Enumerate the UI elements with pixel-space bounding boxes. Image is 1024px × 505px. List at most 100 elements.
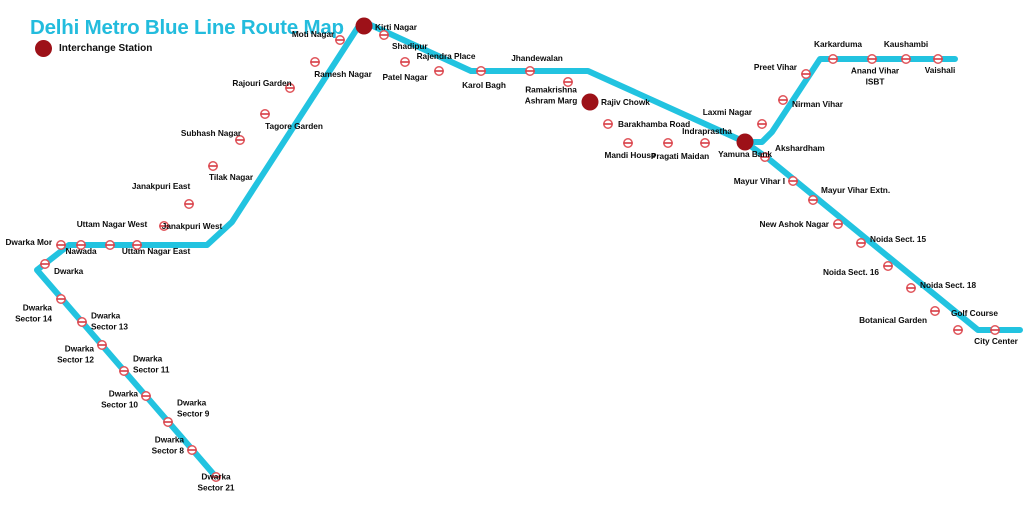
station-label: Golf Course bbox=[951, 307, 998, 318]
station-label: Tilak Nagar bbox=[208, 171, 254, 182]
station-label: Preet Vihar bbox=[753, 61, 797, 72]
station-label: Ramakrishna Ashram Marg bbox=[524, 84, 578, 106]
station-marker[interactable] bbox=[990, 325, 1000, 335]
station-marker[interactable] bbox=[788, 176, 798, 186]
station-label: Dwarka Sector 8 bbox=[151, 434, 184, 456]
interchange-station-marker[interactable] bbox=[581, 93, 599, 111]
station-marker[interactable] bbox=[563, 77, 573, 87]
station-label: Akshardham bbox=[775, 142, 825, 153]
station-marker[interactable] bbox=[235, 135, 245, 145]
station-marker[interactable] bbox=[778, 95, 788, 105]
station-label: Barakhamba Road bbox=[618, 118, 691, 129]
station-label: Subhash Nagar bbox=[180, 127, 242, 138]
station-label: Kirti Nagar bbox=[375, 21, 417, 32]
station-marker[interactable] bbox=[434, 66, 444, 76]
station-marker[interactable] bbox=[867, 54, 877, 64]
station-marker[interactable] bbox=[379, 30, 389, 40]
station-label: Yamuna Bank bbox=[718, 148, 772, 159]
station-label: Dwarka Sector 13 bbox=[91, 310, 128, 332]
station-label: Mandi House bbox=[604, 149, 656, 160]
station-marker[interactable] bbox=[159, 221, 169, 231]
station-label: Dwarka Sector 21 bbox=[197, 471, 235, 493]
station-label: Patel Nagar bbox=[382, 71, 428, 82]
station-label: Anand Vihar ISBT bbox=[850, 65, 900, 87]
station-label: Noida Sect. 18 bbox=[920, 279, 977, 290]
station-marker[interactable] bbox=[953, 325, 963, 335]
station-label: Noida Sect. 15 bbox=[870, 233, 927, 244]
station-marker[interactable] bbox=[211, 472, 221, 482]
station-marker[interactable] bbox=[187, 445, 197, 455]
legend-interchange-label: Interchange Station bbox=[59, 43, 153, 54]
station-label: City Center bbox=[974, 335, 1018, 346]
station-label: Dwarka Mor bbox=[5, 236, 52, 247]
station-label: Dwarka Sector 11 bbox=[133, 353, 170, 375]
station-marker[interactable] bbox=[930, 306, 940, 316]
station-marker[interactable] bbox=[603, 119, 613, 129]
station-marker[interactable] bbox=[76, 240, 86, 250]
station-marker[interactable] bbox=[476, 66, 486, 76]
station-marker[interactable] bbox=[933, 54, 943, 64]
station-label: Ramesh Nagar bbox=[314, 68, 372, 79]
station-marker[interactable] bbox=[525, 66, 535, 76]
station-marker[interactable] bbox=[285, 83, 295, 93]
station-label: Dwarka Sector 12 bbox=[57, 343, 94, 365]
station-label: Janakpuri West bbox=[161, 220, 223, 231]
station-marker[interactable] bbox=[623, 138, 633, 148]
station-marker[interactable] bbox=[260, 109, 270, 119]
filled-circle-icon bbox=[581, 93, 599, 111]
station-marker[interactable] bbox=[119, 366, 129, 376]
station-marker[interactable] bbox=[40, 259, 50, 269]
station-label: Janakpuri East bbox=[131, 180, 191, 191]
station-marker[interactable] bbox=[56, 240, 66, 250]
filled-circle-icon bbox=[355, 17, 373, 35]
station-label: Laxmi Nagar bbox=[702, 106, 752, 117]
station-label: Kaushambi bbox=[883, 38, 929, 49]
station-marker[interactable] bbox=[700, 138, 710, 148]
station-marker[interactable] bbox=[77, 317, 87, 327]
station-marker[interactable] bbox=[828, 54, 838, 64]
station-marker[interactable] bbox=[883, 261, 893, 271]
station-marker[interactable] bbox=[163, 417, 173, 427]
station-label: Jhandewalan bbox=[511, 52, 563, 63]
station-marker[interactable] bbox=[310, 57, 320, 67]
station-label: Rajiv Chowk bbox=[601, 96, 650, 107]
station-label: Botanical Garden bbox=[859, 314, 927, 325]
station-marker[interactable] bbox=[760, 152, 770, 162]
station-marker[interactable] bbox=[97, 340, 107, 350]
station-marker[interactable] bbox=[808, 195, 818, 205]
station-label: Karol Bagh bbox=[462, 79, 506, 90]
station-marker[interactable] bbox=[208, 161, 218, 171]
station-marker[interactable] bbox=[105, 240, 115, 250]
station-label: Vaishali bbox=[924, 64, 956, 75]
station-marker[interactable] bbox=[184, 199, 194, 209]
legend: Interchange Station bbox=[35, 40, 152, 57]
station-label: Dwarka Sector 14 bbox=[15, 302, 52, 324]
station-marker[interactable] bbox=[400, 57, 410, 67]
station-marker[interactable] bbox=[801, 69, 811, 79]
station-label: Dwarka Sector 9 bbox=[177, 397, 210, 419]
station-label: Mayur Vihar Extn. bbox=[821, 184, 891, 195]
station-marker[interactable] bbox=[663, 138, 673, 148]
filled-circle-icon bbox=[35, 40, 52, 57]
station-marker[interactable] bbox=[833, 219, 843, 229]
station-marker[interactable] bbox=[901, 54, 911, 64]
station-label: Mayur Vihar I bbox=[733, 175, 785, 186]
station-label: Moti Nagar bbox=[291, 28, 335, 39]
station-marker[interactable] bbox=[141, 391, 151, 401]
station-marker[interactable] bbox=[132, 240, 142, 250]
station-marker[interactable] bbox=[757, 119, 767, 129]
station-marker[interactable] bbox=[906, 283, 916, 293]
interchange-station-marker[interactable] bbox=[736, 133, 754, 151]
station-marker[interactable] bbox=[56, 294, 66, 304]
station-label: Karkarduma bbox=[814, 38, 862, 49]
station-label: Pragati Maidan bbox=[650, 150, 710, 161]
station-marker[interactable] bbox=[335, 35, 345, 45]
page-title: Delhi Metro Blue Line Route Map bbox=[30, 16, 344, 39]
station-label: New Ashok Nagar bbox=[759, 218, 830, 229]
interchange-station-marker[interactable] bbox=[355, 17, 373, 35]
station-label: Dwarka Sector 10 bbox=[101, 388, 138, 410]
station-marker[interactable] bbox=[856, 238, 866, 248]
station-label: Noida Sect. 16 bbox=[822, 266, 879, 277]
